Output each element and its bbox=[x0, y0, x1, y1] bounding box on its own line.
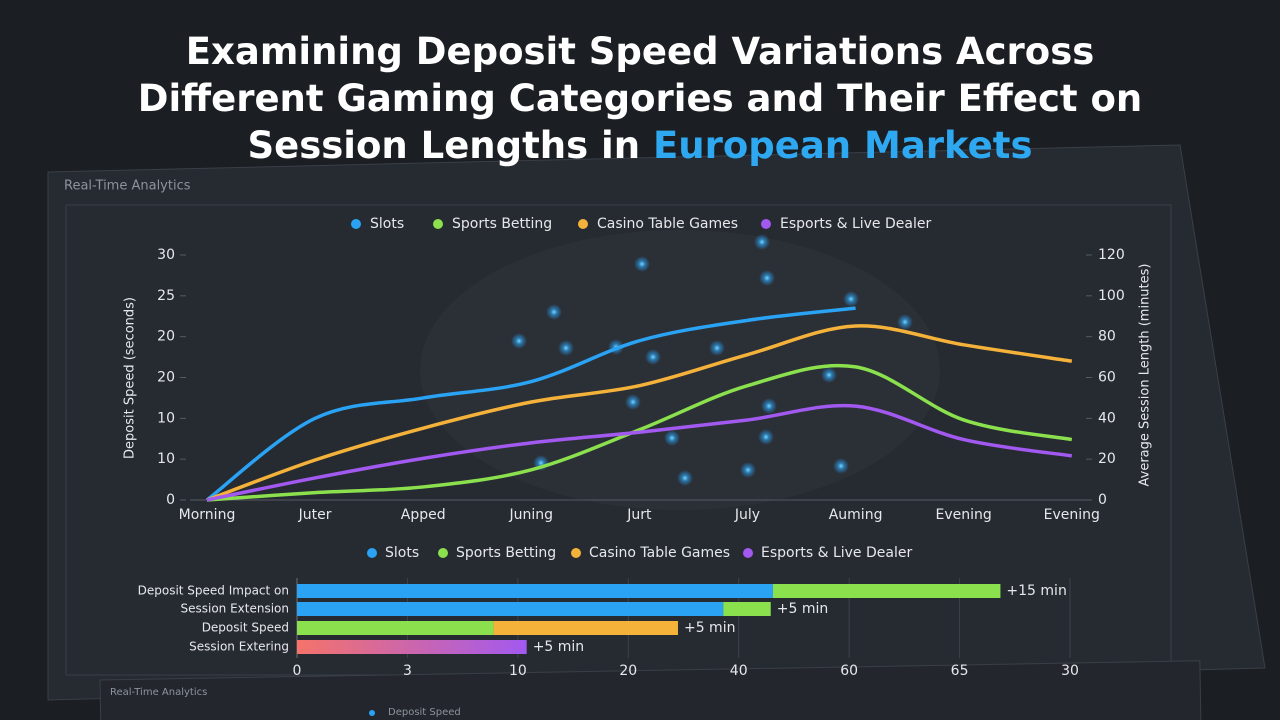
bar-segment bbox=[723, 602, 771, 616]
bar-segment bbox=[297, 621, 494, 635]
x-tick-label: Juning bbox=[509, 507, 554, 523]
legend-label: Esports & Live Dealer bbox=[761, 545, 912, 561]
legend-label: Esports & Live Dealer bbox=[780, 216, 931, 232]
x-tick-label: Jurt bbox=[626, 507, 652, 523]
title-text: Examining Deposit Speed Variations Acros… bbox=[137, 30, 1143, 167]
bar-annotation: +5 min bbox=[533, 639, 585, 655]
x-tick-label: 0 bbox=[293, 663, 302, 679]
footer-legend-dot bbox=[369, 710, 375, 716]
category-label: Deposit Speed bbox=[202, 621, 289, 635]
x-tick-label: Morning bbox=[179, 507, 236, 523]
y2-tick-label: 40 bbox=[1098, 410, 1116, 426]
legend-dot bbox=[367, 548, 377, 558]
bar-segment bbox=[772, 584, 1001, 598]
x-tick-label: 30 bbox=[1061, 663, 1079, 679]
y2-tick-label: 60 bbox=[1098, 370, 1116, 386]
y-tick-label: 0 bbox=[166, 492, 175, 508]
y-tick-label: 20 bbox=[157, 329, 175, 345]
category-label: Session Extension bbox=[180, 602, 289, 616]
legend-dot bbox=[351, 219, 361, 229]
y-tick-label: 10 bbox=[157, 410, 175, 426]
x-tick-label: Juter bbox=[298, 507, 332, 523]
legend-label: Sports Betting bbox=[452, 216, 552, 232]
y-axis-label: Deposit Speed (seconds) bbox=[123, 297, 138, 459]
bar-segment bbox=[297, 584, 773, 598]
series-line bbox=[206, 403, 1073, 502]
legend-label: Casino Table Games bbox=[597, 216, 738, 232]
title-highlight: European Markets bbox=[652, 124, 1033, 167]
footer-label: Real-Time Analytics bbox=[110, 687, 207, 698]
y2-tick-label: 120 bbox=[1098, 247, 1125, 263]
bar-segment bbox=[297, 640, 527, 654]
legend-label: Casino Table Games bbox=[589, 545, 730, 561]
x-tick-label: 60 bbox=[840, 663, 858, 679]
legend-dot bbox=[578, 219, 588, 229]
legend-dot bbox=[438, 548, 448, 558]
y2-tick-label: 80 bbox=[1098, 329, 1116, 345]
bar-segment bbox=[297, 602, 724, 616]
y2-axis-label: Average Session Length (minutes) bbox=[1138, 264, 1153, 487]
panel-label: Real-Time Analytics bbox=[64, 179, 191, 194]
y-tick-label: 25 bbox=[157, 288, 175, 304]
bar-segment bbox=[493, 621, 678, 635]
series-line bbox=[205, 306, 856, 502]
x-tick-label: 20 bbox=[619, 663, 637, 679]
bar-annotation: +5 min bbox=[684, 620, 736, 636]
x-tick-label: Evening bbox=[1044, 507, 1100, 523]
x-tick-label: 65 bbox=[951, 663, 969, 679]
category-label: Session Extering bbox=[189, 640, 289, 654]
category-label: Deposit Speed Impact on bbox=[138, 584, 289, 598]
series-line bbox=[206, 363, 1073, 502]
footer-legend: Deposit Speed bbox=[388, 707, 461, 718]
y2-tick-label: 20 bbox=[1098, 451, 1116, 467]
legend-label: Slots bbox=[370, 216, 404, 232]
y-tick-label: 10 bbox=[157, 451, 175, 467]
title: Examining Deposit Speed Variations Acros… bbox=[90, 28, 1190, 169]
x-tick-label: 3 bbox=[403, 663, 412, 679]
footer-panel bbox=[99, 660, 1202, 720]
legend-label: Slots bbox=[385, 545, 419, 561]
bar-annotation: +15 min bbox=[1006, 583, 1066, 599]
x-tick-label: 10 bbox=[509, 663, 527, 679]
legend-dot bbox=[571, 548, 581, 558]
series-line bbox=[206, 324, 1073, 502]
y2-tick-label: 0 bbox=[1098, 492, 1107, 508]
bar-annotation: +5 min bbox=[777, 601, 829, 617]
legend-dot bbox=[433, 219, 443, 229]
y2-tick-label: 100 bbox=[1098, 288, 1125, 304]
y-tick-label: 30 bbox=[157, 247, 175, 263]
legend-dot bbox=[761, 219, 771, 229]
x-tick-label: July bbox=[734, 507, 760, 523]
legend-dot bbox=[743, 548, 753, 558]
legend-label: Sports Betting bbox=[456, 545, 556, 561]
x-tick-label: 40 bbox=[730, 663, 748, 679]
x-tick-label: Apped bbox=[401, 507, 446, 523]
x-tick-label: Auming bbox=[829, 507, 883, 523]
x-tick-label: Evening bbox=[936, 507, 992, 523]
y-tick-label: 20 bbox=[157, 370, 175, 386]
